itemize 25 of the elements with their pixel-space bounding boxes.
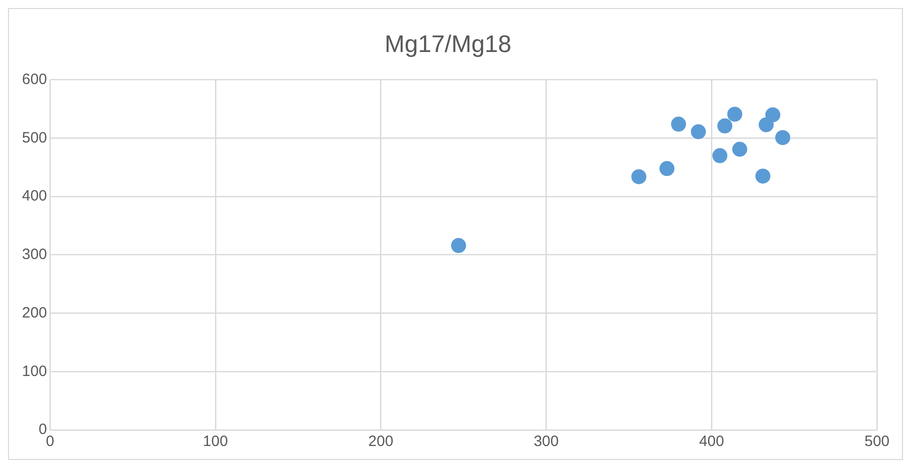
point: [775, 130, 790, 146]
point: [631, 169, 646, 184]
x-tick-label: 500: [864, 433, 890, 450]
x-tick-label: 200: [368, 433, 394, 450]
x-tick-label: 100: [202, 433, 228, 450]
y-tick-label: 400: [22, 188, 48, 205]
point: [755, 168, 770, 184]
y-tick-label: 600: [22, 70, 48, 88]
x-tick-label: 400: [699, 433, 724, 450]
point: [765, 107, 780, 122]
y-tick-label: 100: [22, 362, 48, 380]
point: [690, 124, 706, 140]
x-tick-label: 300: [534, 433, 559, 450]
point: [727, 106, 742, 122]
y-tick-label: 500: [22, 129, 48, 146]
point: [712, 148, 728, 164]
point: [732, 142, 748, 157]
point: [671, 116, 686, 132]
y-tick-label: 0: [38, 421, 48, 438]
point: [451, 238, 466, 254]
point: [717, 118, 732, 134]
point: [659, 161, 674, 176]
y-tick-label: 300: [22, 246, 48, 264]
chart-title: Mg17/Mg18: [384, 31, 512, 58]
y-tick-label: 200: [22, 304, 48, 322]
